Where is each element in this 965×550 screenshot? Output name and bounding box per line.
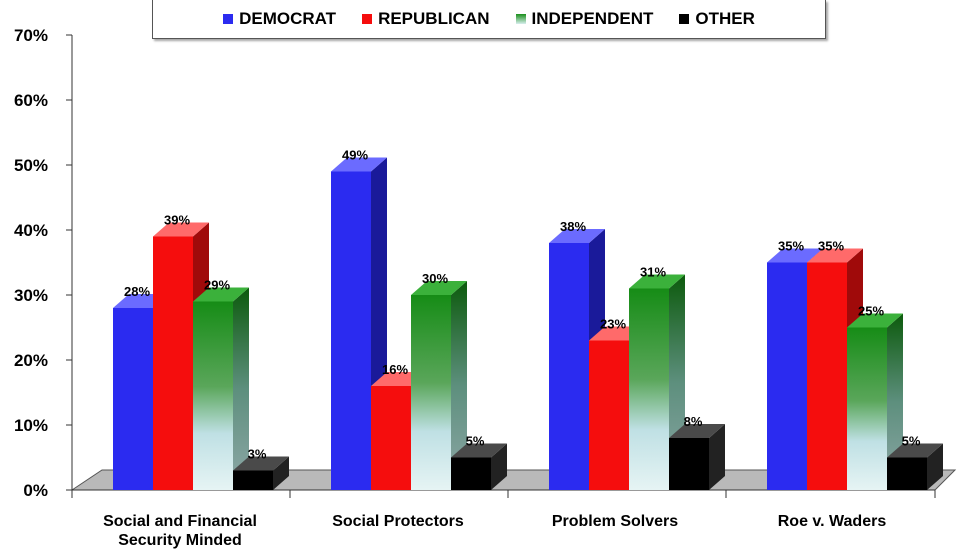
bar-side	[491, 443, 507, 490]
bar-front	[193, 301, 233, 490]
bar-front	[887, 457, 927, 490]
bar-front	[767, 262, 807, 490]
data-label-democrat-problem-solvers: 38%	[560, 219, 586, 234]
bar-other-problem-solvers	[669, 424, 725, 490]
bar-front	[589, 340, 629, 490]
bar-side	[927, 443, 943, 490]
category-label-roe-v-waders: Roe v. Waders	[777, 513, 887, 530]
data-label-independent-social-and-financial-security-minded: 29%	[204, 278, 230, 293]
legend-label-other: OTHER	[695, 9, 755, 28]
data-label-other-social-and-financial-security-minded: 3%	[248, 447, 267, 462]
bar-front	[233, 470, 273, 490]
bar-other-social-protectors	[451, 443, 507, 490]
bar-side	[233, 287, 249, 490]
data-label-other-problem-solvers: 8%	[684, 414, 703, 429]
bar-front	[847, 327, 887, 490]
bar-top	[669, 424, 725, 438]
y-tick-label: 20%	[14, 351, 48, 370]
bar-front	[113, 308, 153, 490]
data-label-independent-problem-solvers: 31%	[640, 265, 666, 280]
bar-independent-roe-v-waders	[847, 313, 903, 490]
data-label-other-roe-v-waders: 5%	[902, 434, 921, 449]
y-tick-label: 30%	[14, 286, 48, 305]
bar-front	[451, 457, 491, 490]
legend: DEMOCRAT REPUBLICAN INDEPENDENT OTHER	[152, 0, 826, 39]
bar-top	[629, 274, 685, 289]
data-label-democrat-social-and-financial-security-minded: 28%	[124, 284, 150, 299]
legend-label-republican: REPUBLICAN	[378, 9, 490, 28]
data-label-republican-roe-v-waders: 35%	[818, 239, 844, 254]
y-tick-label: 60%	[14, 91, 48, 110]
legend-swatch-other	[679, 14, 690, 24]
bar-front	[153, 236, 193, 490]
bar-top	[847, 313, 903, 328]
data-label-republican-social-and-financial-security-minded: 39%	[164, 213, 190, 228]
data-label-independent-social-protectors: 30%	[422, 271, 448, 286]
legend-item-other: OTHER	[679, 9, 755, 29]
bar-top	[193, 287, 249, 302]
bar-front	[629, 288, 669, 490]
bar-front	[669, 438, 709, 490]
data-label-republican-problem-solvers: 23%	[600, 317, 626, 332]
bar-side	[709, 424, 725, 490]
bar-top	[549, 229, 605, 243]
y-tick-label: 40%	[14, 221, 48, 240]
bar-independent-social-and-financial-security-minded	[193, 287, 249, 490]
bar-front	[549, 243, 589, 490]
bar-top	[153, 222, 209, 237]
bar-front	[411, 295, 451, 490]
bar-top	[331, 157, 387, 172]
data-label-republican-social-protectors: 16%	[382, 362, 408, 377]
data-label-independent-roe-v-waders: 25%	[858, 304, 884, 319]
y-tick-label: 10%	[14, 416, 48, 435]
bar-side	[273, 456, 289, 490]
legend-label-independent: INDEPENDENT	[531, 9, 654, 28]
bar-top	[807, 248, 863, 263]
y-tick-label: 50%	[14, 156, 48, 175]
bar-top	[233, 456, 289, 471]
category-label-social-financial: Social and Financial Security Minded	[103, 513, 257, 549]
bar-other-social-and-financial-security-minded	[233, 456, 289, 490]
bar-other-roe-v-waders	[887, 443, 943, 490]
legend-item-republican: REPUBLICAN	[362, 9, 490, 29]
legend-swatch-independent	[515, 14, 526, 24]
legend-swatch-republican	[362, 14, 373, 24]
legend-label-democrat: DEMOCRAT	[239, 9, 337, 28]
y-tick-label: 0%	[23, 481, 48, 500]
legend-item-independent: INDEPENDENT	[515, 9, 654, 29]
category-label-social-protectors: Social Protectors	[332, 513, 464, 530]
bar-front	[371, 386, 411, 490]
data-label-democrat-roe-v-waders: 35%	[778, 239, 804, 254]
bar-independent-social-protectors	[411, 281, 467, 490]
legend-swatch-democrat	[223, 14, 234, 24]
legend-item-democrat: DEMOCRAT	[223, 9, 336, 29]
data-label-other-social-protectors: 5%	[466, 434, 485, 449]
y-tick-label: 70%	[14, 26, 48, 45]
bar-top	[451, 443, 507, 458]
bar-side	[887, 313, 903, 490]
category-label-problem-solvers: Problem Solvers	[551, 513, 679, 530]
bar-top	[887, 443, 943, 458]
bar-top	[767, 248, 823, 263]
bar-front	[807, 262, 847, 490]
data-label-democrat-social-protectors: 49%	[342, 148, 368, 163]
bar-top	[411, 281, 467, 295]
bar-side	[451, 281, 467, 490]
bar-front	[331, 171, 371, 490]
